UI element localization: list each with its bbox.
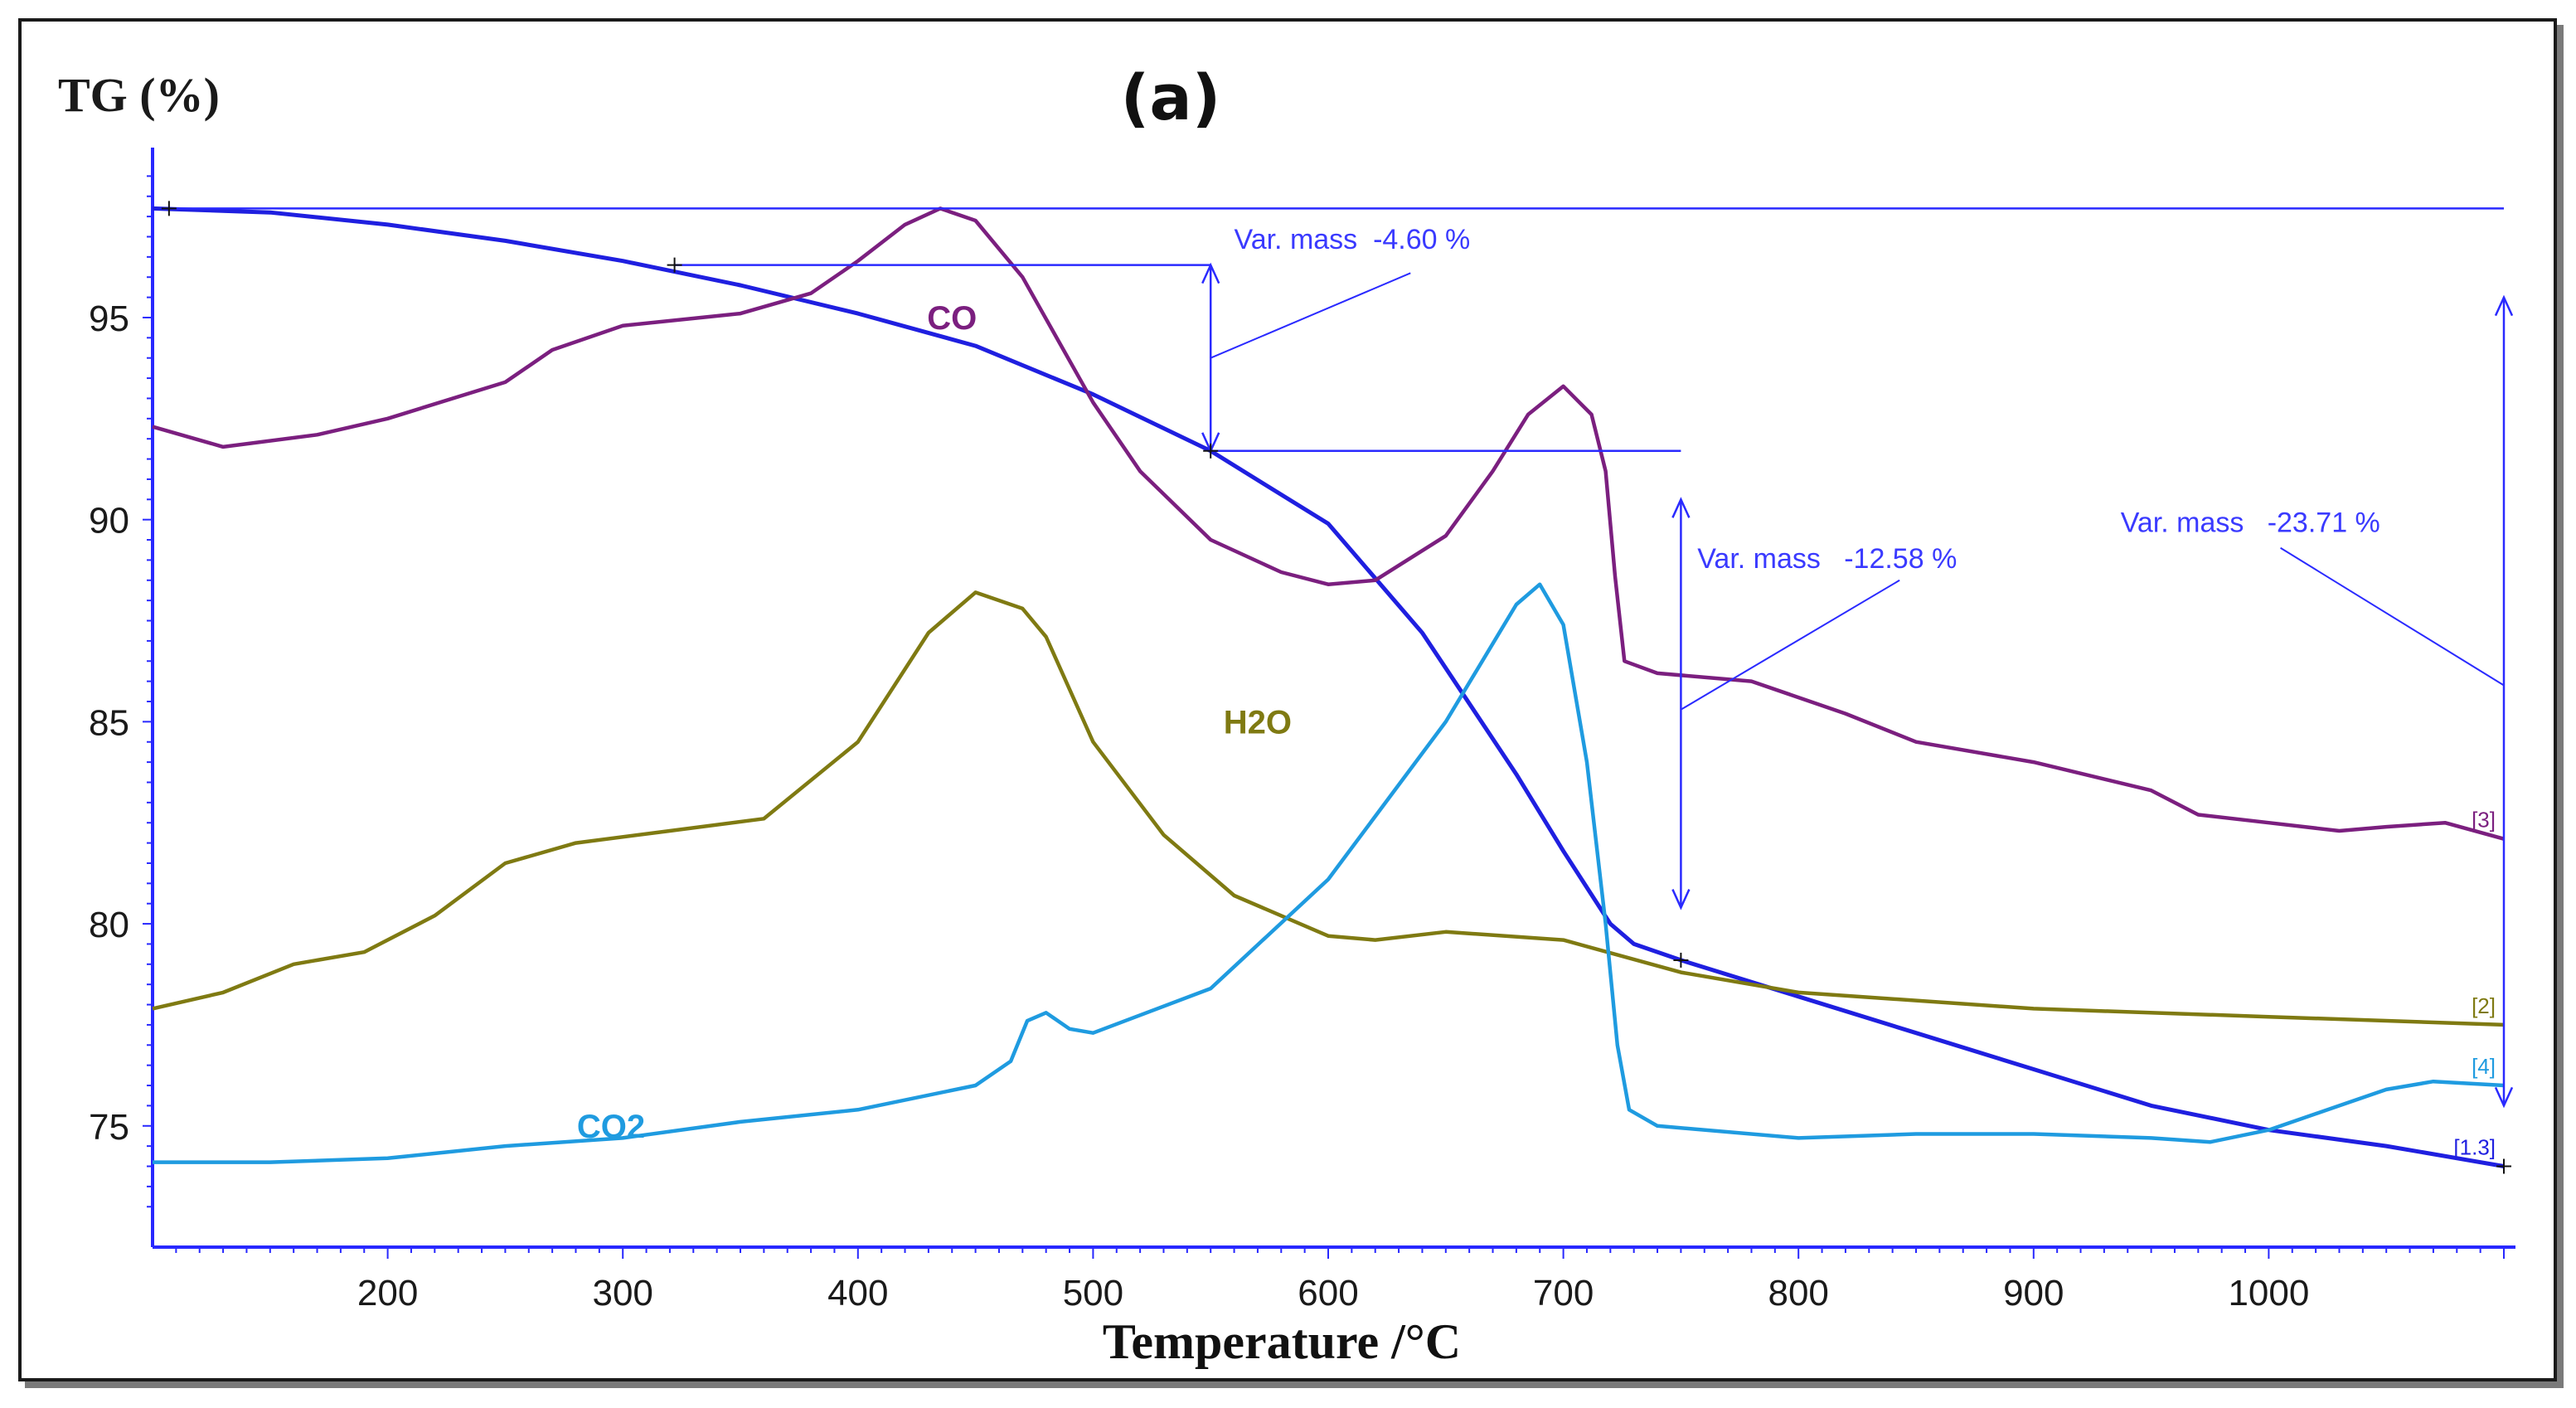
y-tick-label: 80	[89, 905, 129, 945]
series-end-label-h2o: [2]	[2472, 993, 2496, 1018]
x-tick-label: 900	[2003, 1273, 2064, 1313]
y-minor-ticks	[143, 175, 153, 1208]
series-co2-line	[153, 582, 2505, 1164]
series-label-co: CO	[927, 300, 977, 337]
x-tick-label: 700	[1533, 1273, 1594, 1313]
chart-frame: 75 80 85 90 95 200 300 400 500 600 700 800 900 1000 …	[18, 18, 2557, 1381]
x-tick-label: 200	[357, 1273, 418, 1313]
y-tick-label: 85	[89, 702, 129, 743]
x-tick-label: 400	[827, 1273, 888, 1313]
y-axis-title: TG (%)	[58, 68, 220, 122]
series-label-h2o: H2O	[1224, 704, 1292, 740]
series-end-label-co2: [4]	[2472, 1054, 2496, 1079]
series-co-line	[152, 206, 2505, 841]
mass-loss-annotation: Var. mass -4.60 %	[1235, 224, 1471, 255]
panel-label: (a)	[1121, 61, 1221, 134]
step-leader-line	[1210, 272, 1411, 359]
series-end-label-tg: [1.3]	[2453, 1135, 2496, 1160]
x-tick-label: 1000	[2228, 1273, 2309, 1313]
x-tick-label: 500	[1063, 1273, 1123, 1313]
x-tick-labels: 200 300 400 500 600 700 800 900 1000	[357, 1273, 2309, 1313]
series-lines	[152, 206, 2505, 1168]
y-tick-label: 90	[89, 501, 129, 541]
x-tick-label: 800	[1768, 1273, 1828, 1313]
series-label-co2: CO2	[577, 1109, 645, 1145]
series-h2o-line	[152, 590, 2505, 1027]
mass-loss-annotation: Var. mass -23.71 %	[2121, 507, 2380, 538]
x-minor-ticks	[175, 1247, 2505, 1259]
step-arrowhead	[1671, 889, 1691, 910]
y-tick-label: 95	[89, 299, 129, 339]
step-arrowhead	[2494, 1086, 2514, 1109]
mass-loss-annotation: Var. mass -12.58 %	[1697, 543, 1957, 575]
y-tick-label: 75	[89, 1107, 129, 1148]
y-tick-labels: 75 80 85 90 95	[89, 299, 129, 1148]
x-tick-label: 300	[592, 1273, 652, 1313]
series-labels: [1.3] CO [3] H2O [2] CO2 [4]	[577, 300, 2496, 1160]
step-arrowhead	[1201, 262, 1220, 284]
step-leader-line	[2280, 546, 2505, 687]
step-leader-line	[1680, 579, 1900, 711]
axes	[151, 148, 2515, 1249]
step-arrowhead	[2494, 294, 2514, 317]
annotations: Var. mass -4.60 % Var. mass -12.58 % Var. …	[161, 201, 2514, 1174]
step-arrowhead	[1671, 497, 1691, 518]
series-tg-line	[152, 206, 2505, 1168]
series-end-label-co: [3]	[2472, 808, 2496, 833]
x-axis-title: Temperature /°C	[1103, 1314, 1461, 1369]
x-tick-label: 600	[1298, 1273, 1358, 1313]
